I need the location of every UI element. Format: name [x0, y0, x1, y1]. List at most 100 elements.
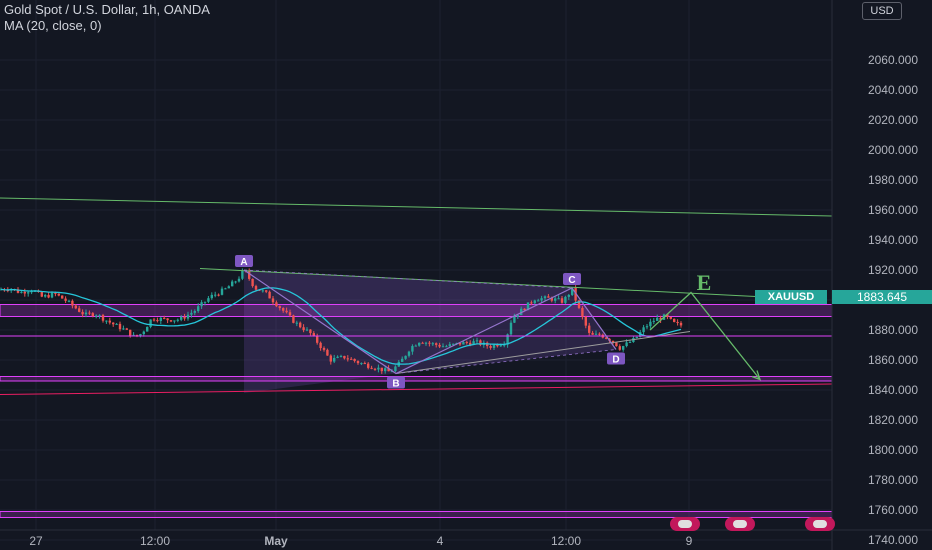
candle-body: [418, 342, 421, 346]
x-tick-label: 12:00: [551, 534, 581, 548]
triangle-upper-line: [199, 268, 767, 298]
candle-body: [520, 308, 523, 316]
harmonic-path: [243, 269, 617, 375]
candle-body: [404, 355, 407, 359]
currency-button[interactable]: USD: [862, 2, 902, 20]
y-tick-label: 1940.000: [868, 233, 918, 247]
pattern-label-bg: [563, 273, 581, 285]
candle-body: [591, 332, 594, 335]
x-tick-label: 12:00: [140, 534, 170, 548]
candle-body: [322, 348, 326, 350]
pattern-labels: A B C D E: [235, 255, 711, 390]
candle-body: [526, 302, 530, 311]
candle-body: [445, 346, 448, 348]
indicator-title[interactable]: MA (20, close, 0): [4, 18, 102, 33]
candle-body: [217, 294, 220, 296]
candle-body: [30, 291, 33, 293]
candle-body: [142, 331, 145, 335]
candle-body: [288, 312, 292, 316]
candle-body: [190, 312, 193, 315]
candle-body: [581, 307, 584, 317]
symbol-title[interactable]: Gold Spot / U.S. Dollar, 1h, OANDA: [4, 2, 210, 17]
candle-body: [268, 291, 271, 299]
candle-body: [411, 346, 414, 352]
candle-body: [669, 316, 672, 319]
candle-body: [265, 290, 268, 292]
candle-body: [122, 328, 125, 330]
candle-body: [163, 317, 166, 319]
pattern-label-bg: [387, 376, 405, 389]
x-tick-label: 27: [29, 534, 43, 548]
candle-body: [44, 294, 47, 297]
candle-body: [350, 358, 353, 360]
candle-body: [84, 312, 88, 315]
pattern-label-b: B: [392, 379, 399, 390]
candle-body: [475, 340, 479, 342]
candle-body: [101, 315, 105, 321]
candle-body: [292, 315, 295, 323]
candle-body: [611, 340, 615, 343]
candle-body: [91, 313, 94, 317]
candle-body: [370, 367, 373, 369]
x-tick-label: 9: [686, 534, 693, 548]
candle-body: [367, 363, 370, 368]
candle-body: [380, 367, 383, 372]
candle-body: [176, 319, 179, 321]
pattern-abc-fill: [244, 270, 572, 374]
lower-zone: [0, 511, 833, 518]
x-tick-label: May: [264, 534, 288, 548]
candle-body: [271, 298, 275, 303]
candle-body: [81, 311, 84, 315]
candle-body: [431, 343, 434, 345]
candle-body: [523, 308, 526, 311]
candle-body: [278, 306, 281, 309]
candle-body: [564, 296, 567, 303]
candle-body: [50, 292, 54, 298]
candle-body: [656, 317, 659, 321]
candle-body: [679, 322, 683, 326]
candle-body: [506, 334, 509, 345]
event-flag-icon[interactable]: [670, 517, 700, 531]
candle-body: [146, 326, 149, 332]
drawings: [0, 197, 833, 395]
candle-body: [458, 342, 462, 345]
y-tick-label: 1740.000: [868, 533, 918, 547]
candle-body: [118, 323, 122, 330]
candle-body: [326, 349, 329, 356]
candle-body: [356, 361, 360, 364]
candle-body: [615, 342, 618, 347]
candle-body: [98, 315, 101, 317]
x-tick-label: 4: [437, 534, 444, 548]
candle-body: [125, 328, 128, 330]
candle-body: [618, 346, 621, 350]
candle-body: [74, 305, 77, 309]
y-tick-label: 1800.000: [868, 443, 918, 457]
price-axis-bg: [832, 0, 932, 530]
support-trendline: [0, 383, 833, 395]
candle-body: [499, 345, 502, 347]
support-zone: [0, 376, 833, 382]
candle-body: [373, 368, 377, 370]
pattern-label-a: A: [240, 257, 247, 268]
candle-body: [312, 333, 315, 336]
candle-body: [40, 291, 43, 297]
candle-body: [180, 316, 183, 320]
y-tick-label: 2040.000: [868, 83, 918, 97]
candle-body: [353, 358, 356, 362]
candle-body: [598, 333, 601, 335]
candle-body: [78, 308, 81, 312]
candle-body: [71, 300, 74, 306]
event-flag-icon[interactable]: [805, 517, 835, 531]
candle-body: [540, 298, 543, 301]
candle-body: [554, 298, 557, 301]
harmonic-bd: [395, 349, 617, 374]
candle-body: [197, 306, 200, 312]
candle-body: [448, 344, 451, 347]
harmonic-ac: [243, 269, 573, 289]
y-tick-label: 1980.000: [868, 173, 918, 187]
candle-body: [394, 366, 397, 372]
candle-body: [220, 288, 224, 295]
candle-body: [452, 343, 455, 345]
event-flag-icon[interactable]: [725, 517, 755, 531]
